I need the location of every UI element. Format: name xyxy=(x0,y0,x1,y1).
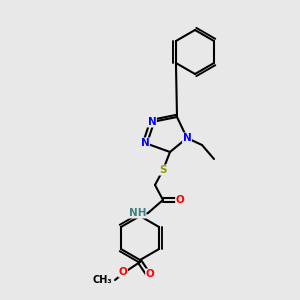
Text: O: O xyxy=(118,267,127,277)
Text: N: N xyxy=(183,133,191,143)
Text: N: N xyxy=(141,138,149,148)
Text: O: O xyxy=(146,269,154,279)
Text: N: N xyxy=(148,117,156,127)
Text: NH: NH xyxy=(128,208,146,218)
Text: S: S xyxy=(159,165,167,175)
Text: CH₃: CH₃ xyxy=(92,275,112,285)
Text: O: O xyxy=(176,195,184,205)
